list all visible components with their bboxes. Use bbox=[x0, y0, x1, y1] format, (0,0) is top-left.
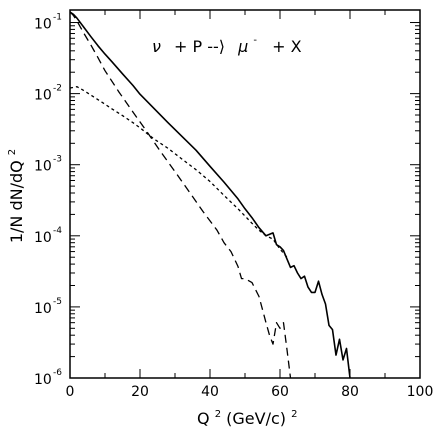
x-label-sup2: 2 bbox=[291, 409, 297, 420]
x-label-sup: 2 bbox=[215, 409, 221, 420]
y-tick-label: 10 bbox=[34, 230, 52, 246]
x-tick-label: 80 bbox=[341, 384, 359, 400]
y-tick-exponent: -5 bbox=[53, 297, 62, 307]
y-axis-label: 1/N dN/dQ 2 bbox=[7, 149, 26, 243]
reaction-mid: + P --⟩ bbox=[174, 37, 225, 56]
nu-symbol: ν bbox=[152, 37, 161, 56]
x-axis-label: Q 2 (GeV/c) 2 bbox=[197, 402, 297, 428]
y-tick-exponent: -4 bbox=[53, 226, 62, 236]
series-line-dashed bbox=[69, 11, 292, 379]
y-tick-exponent: -1 bbox=[53, 13, 62, 23]
series-layer bbox=[69, 11, 351, 379]
reaction-annotation: ν + P --⟩ μ - + X bbox=[152, 28, 302, 56]
x-tick-label: 40 bbox=[201, 384, 219, 400]
x-tick-label: 60 bbox=[271, 384, 289, 400]
reaction-end: + X bbox=[272, 37, 301, 56]
y-label-sup: 2 bbox=[7, 149, 18, 155]
y-tick-exponent: -3 bbox=[53, 155, 62, 165]
y-tick-label: 10 bbox=[34, 159, 52, 175]
y-tick-label: 10 bbox=[34, 301, 52, 317]
y-tick-label: 10 bbox=[34, 17, 52, 33]
y-tick-label: 10 bbox=[34, 88, 52, 104]
y-label-main: 1/N dN/dQ bbox=[7, 160, 26, 243]
x-tick-label: 0 bbox=[66, 384, 75, 400]
series-line-solid bbox=[69, 11, 351, 379]
x-tick-label: 20 bbox=[131, 384, 149, 400]
y-tick-label: 10 bbox=[34, 372, 52, 388]
mu-symbol: μ bbox=[237, 37, 248, 56]
plot-frame bbox=[69, 9, 421, 379]
mu-superscript: - bbox=[253, 35, 257, 46]
y-tick-exponent: -2 bbox=[53, 84, 62, 94]
x-label-rest: (GeV/c) bbox=[226, 409, 286, 428]
series-line-dotted bbox=[69, 86, 288, 258]
x-label-main: Q bbox=[197, 409, 210, 428]
x-tick-label: 100 bbox=[407, 384, 434, 400]
y-tick-exponent: -6 bbox=[53, 368, 62, 378]
